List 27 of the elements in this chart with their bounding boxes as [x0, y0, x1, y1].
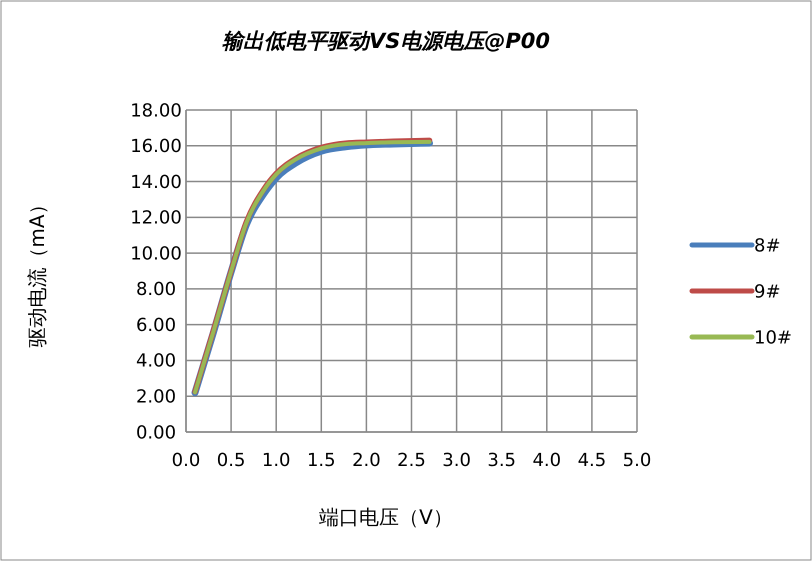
legend-label: 9#	[754, 281, 781, 302]
y-tick-label: 10.00	[130, 243, 182, 264]
y-tick-label: 16.00	[130, 136, 182, 158]
y-tick-label: 12.00	[130, 208, 182, 229]
x-tick-label: 2.5	[397, 450, 426, 471]
y-tick-label: 2.00	[136, 386, 176, 408]
legend-label: 8#	[754, 235, 781, 256]
y-axis-title: 驱动电流（mA）	[25, 194, 49, 348]
x-tick-label: 2.0	[352, 450, 381, 471]
x-tick-label: 0.5	[216, 450, 246, 471]
y-tick-label: 8.00	[136, 279, 176, 300]
y-tick-label: 0.00	[136, 422, 176, 444]
x-tick-label: 4.5	[578, 450, 606, 471]
chart-title: 输出低电平驱动VS电源电压@P00	[222, 29, 550, 53]
legend-label: 10#	[754, 327, 792, 348]
x-axis-title: 端口电压（V）	[319, 505, 453, 529]
x-tick-label: 3.0	[442, 450, 471, 471]
y-tick-label: 6.00	[136, 314, 176, 336]
x-tick-label: 3.5	[487, 450, 516, 471]
x-tick-label: 1.5	[306, 450, 336, 471]
x-tick-label: 1.0	[262, 450, 291, 471]
y-tick-label: 14.00	[130, 172, 182, 193]
y-tick-label: 18.00	[130, 100, 182, 122]
x-tick-label: 0.0	[172, 450, 200, 471]
y-tick-label: 4.00	[136, 350, 176, 372]
x-tick-label: 4.0	[532, 450, 562, 471]
x-tick-label: 5.0	[622, 450, 652, 471]
